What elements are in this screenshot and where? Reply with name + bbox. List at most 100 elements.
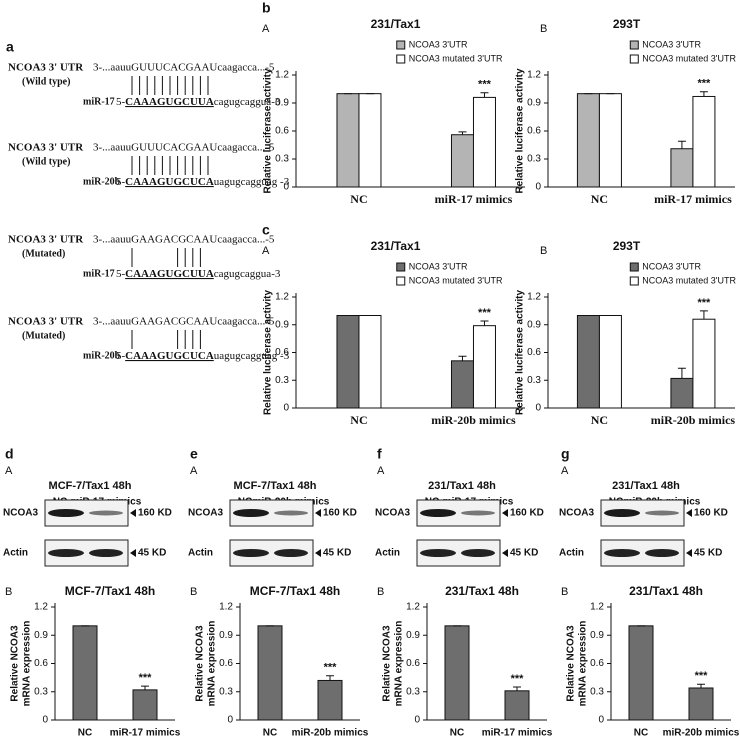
- seq-core: CAAAGUGCUCA: [125, 350, 214, 362]
- legend-swatch: [629, 54, 639, 64]
- seq-start: 5-: [116, 96, 126, 108]
- bar: [670, 148, 694, 188]
- y-tick-label: 0.6: [406, 658, 420, 669]
- bar: [628, 625, 654, 721]
- row-label: NCOA3: [188, 508, 223, 519]
- y-axis-label: mRNA expression: [394, 621, 405, 707]
- row-label: NCOA3: [559, 508, 594, 519]
- y-axis-label: mRNA expression: [207, 621, 218, 707]
- bar: [450, 134, 474, 188]
- y-tick-label: 1.2: [406, 602, 420, 613]
- target-sequence: 3-...aauuGAAGACGCAAUcaagacca...-5: [93, 316, 275, 328]
- chart-title: 231/Tax1: [371, 17, 421, 31]
- y-tick-label: 0.9: [219, 630, 233, 641]
- sub-letter: A: [561, 465, 569, 477]
- x-tick-label: NC: [78, 728, 92, 739]
- bar: [336, 315, 360, 409]
- band: [233, 509, 269, 517]
- y-tick-label: 0.9: [34, 630, 48, 641]
- seq-core: CAAAGUGCUCA: [125, 176, 214, 188]
- y-tick-label: 0.6: [590, 658, 604, 669]
- mirna-sequence: 5-CAAAGUGCUCAuagugcagguag -3: [116, 176, 290, 188]
- legend-label: NCOA3 mutated 3'UTR: [642, 53, 736, 63]
- bar: [444, 625, 470, 721]
- mirna-name: miR-17: [83, 96, 115, 107]
- annotation: ***: [324, 662, 338, 674]
- y-tick-label: 0: [227, 715, 233, 726]
- seq-start: 5-: [116, 268, 126, 280]
- y-axis-label: Relative NCOA3: [10, 625, 21, 702]
- y-tick-label: 0.6: [527, 347, 541, 358]
- error-bar: [458, 355, 467, 361]
- utr-label: NCOA3 3' UTR: [8, 142, 84, 154]
- band: [645, 549, 679, 557]
- error-bar: [480, 320, 489, 326]
- y-tick-label: 0.9: [527, 98, 541, 109]
- band: [274, 510, 308, 516]
- size-label: 45 KD: [694, 548, 722, 559]
- y-tick-label: 0: [414, 715, 420, 726]
- bar: [598, 93, 622, 188]
- panel-letter: b: [262, 0, 271, 16]
- panel-letter: g: [561, 446, 570, 462]
- bar: [692, 95, 716, 188]
- annotation: ***: [695, 670, 709, 682]
- y-tick-label: 0.9: [527, 319, 541, 330]
- bar: [72, 625, 98, 721]
- sub-letter: B: [5, 586, 12, 598]
- y-tick-label: 0.3: [34, 686, 48, 697]
- arrow: [130, 549, 136, 557]
- error-bar: [513, 686, 521, 691]
- bar: [317, 679, 343, 721]
- band: [48, 509, 84, 517]
- error-bar: [677, 367, 686, 379]
- y-tick-label: 0.6: [219, 658, 233, 669]
- chart-title: MCF-7/Tax1 48h: [250, 584, 340, 598]
- bar: [598, 315, 622, 409]
- target-sequence: 3-...aauuGUUUCACGAAUcaagacca...-5: [93, 142, 275, 154]
- band: [604, 549, 640, 557]
- x-tick-label: miR-17 mimics: [654, 192, 732, 206]
- sub-letter: B: [540, 23, 547, 35]
- sub-letter: A: [190, 465, 198, 477]
- variant-label: (Wild type): [22, 76, 70, 87]
- bar: [504, 690, 530, 721]
- panel-letter: e: [190, 446, 198, 462]
- chart-title: 231/Tax1 48h: [445, 584, 519, 598]
- band: [461, 510, 495, 516]
- y-tick-label: 1.2: [527, 70, 541, 81]
- y-tick-label: 0.3: [275, 154, 289, 165]
- y-tick-label: 0.3: [406, 686, 420, 697]
- arrow: [686, 549, 692, 557]
- band: [89, 549, 123, 557]
- y-tick-label: 0.9: [406, 630, 420, 641]
- row-label: Actin: [559, 548, 584, 559]
- annotation: ***: [478, 79, 492, 91]
- arrow: [686, 509, 692, 517]
- y-axis-label: Relative luciferase activity: [515, 290, 526, 416]
- seq-end: uagugcagguag -3: [214, 176, 290, 188]
- mirna-sequence: 5-CAAAGUGCUCAuagugcagguag -3: [116, 350, 290, 362]
- y-tick-label: 0.6: [275, 347, 289, 358]
- y-tick-label: 1.2: [34, 602, 48, 613]
- blot-title: MCF-7/Tax1 48h: [234, 480, 317, 492]
- seq-core: CAAAGUGCUUA: [125, 96, 214, 108]
- legend-swatch: [396, 54, 406, 64]
- sub-letter: B: [377, 586, 384, 598]
- size-label: 45 KD: [323, 548, 351, 559]
- seq-end: cagugcaggua-3: [214, 96, 281, 108]
- utr-label: NCOA3 3' UTR: [8, 62, 84, 74]
- annotation: ***: [698, 78, 712, 90]
- y-tick-label: 0: [283, 403, 289, 414]
- x-tick-label: NC: [350, 192, 367, 206]
- band: [645, 510, 679, 516]
- arrow: [502, 549, 508, 557]
- legend-swatch: [396, 262, 406, 272]
- x-tick-label: miR-20b mimics: [663, 728, 740, 739]
- annotation: ***: [511, 673, 525, 685]
- y-tick-label: 0.3: [219, 686, 233, 697]
- legend-swatch: [629, 262, 639, 272]
- y-tick-label: 0: [535, 403, 541, 414]
- x-tick-label: NC: [591, 192, 608, 206]
- row-label: Actin: [3, 548, 28, 559]
